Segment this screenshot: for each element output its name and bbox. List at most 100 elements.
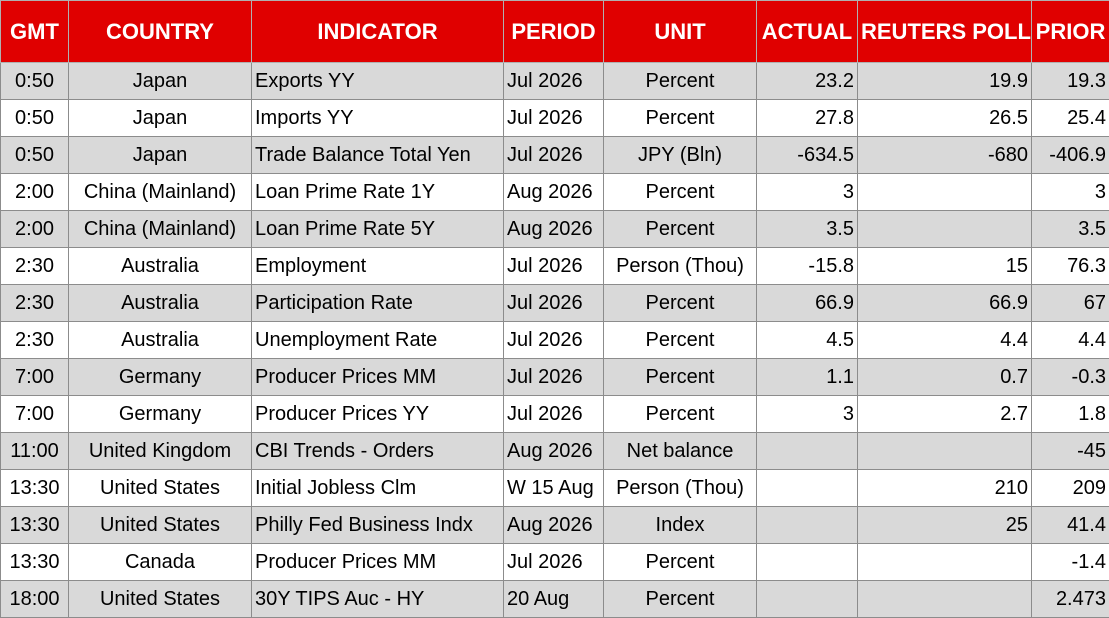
cell-unit: Percent <box>604 63 757 100</box>
cell-indicator: Initial Jobless Clm <box>252 470 504 507</box>
cell-period: Jul 2026 <box>504 100 604 137</box>
header-indicator: INDICATOR <box>252 1 504 63</box>
cell-actual: 23.2 <box>757 63 858 100</box>
cell-prior: 41.4 <box>1032 507 1109 544</box>
cell-country: Germany <box>69 359 252 396</box>
cell-unit: Percent <box>604 285 757 322</box>
cell-gmt: 0:50 <box>1 100 69 137</box>
cell-gmt: 2:30 <box>1 248 69 285</box>
table-row: 11:00 United Kingdom CBI Trends - Orders… <box>1 433 1109 470</box>
cell-gmt: 2:30 <box>1 322 69 359</box>
table-row: 18:00 United States 30Y TIPS Auc - HY 20… <box>1 581 1109 618</box>
table-row: 7:00 Germany Producer Prices YY Jul 2026… <box>1 396 1109 433</box>
cell-reuters-poll: 25 <box>858 507 1032 544</box>
table-body: 0:50 Japan Exports YY Jul 2026 Percent 2… <box>1 63 1109 618</box>
cell-country: Japan <box>69 63 252 100</box>
cell-gmt: 7:00 <box>1 396 69 433</box>
cell-prior: -0.3 <box>1032 359 1109 396</box>
cell-prior: -45 <box>1032 433 1109 470</box>
header-unit: UNIT <box>604 1 757 63</box>
cell-indicator: 30Y TIPS Auc - HY <box>252 581 504 618</box>
cell-country: Australia <box>69 285 252 322</box>
cell-country: Australia <box>69 248 252 285</box>
cell-actual <box>757 544 858 581</box>
cell-actual: -15.8 <box>757 248 858 285</box>
cell-prior: 1.8 <box>1032 396 1109 433</box>
cell-indicator: Loan Prime Rate 1Y <box>252 174 504 211</box>
cell-prior: 4.4 <box>1032 322 1109 359</box>
cell-indicator: Exports YY <box>252 63 504 100</box>
table-row: 0:50 Japan Imports YY Jul 2026 Percent 2… <box>1 100 1109 137</box>
cell-period: Jul 2026 <box>504 63 604 100</box>
header-country: COUNTRY <box>69 1 252 63</box>
cell-gmt: 13:30 <box>1 470 69 507</box>
cell-period: Aug 2026 <box>504 174 604 211</box>
cell-indicator: Trade Balance Total Yen <box>252 137 504 174</box>
header-reuters-poll: REUTERS POLL <box>858 1 1032 63</box>
cell-period: Jul 2026 <box>504 322 604 359</box>
cell-actual <box>757 581 858 618</box>
cell-indicator: Loan Prime Rate 5Y <box>252 211 504 248</box>
cell-unit: Net balance <box>604 433 757 470</box>
cell-unit: Percent <box>604 396 757 433</box>
cell-unit: Percent <box>604 322 757 359</box>
header-gmt: GMT <box>1 1 69 63</box>
cell-prior: 76.3 <box>1032 248 1109 285</box>
header-prior: PRIOR <box>1032 1 1109 63</box>
cell-country: China (Mainland) <box>69 211 252 248</box>
cell-actual: 3 <box>757 174 858 211</box>
table-row: 2:30 Australia Participation Rate Jul 20… <box>1 285 1109 322</box>
header-row: GMT COUNTRY INDICATOR PERIOD UNIT ACTUAL… <box>1 1 1109 63</box>
cell-period: Jul 2026 <box>504 137 604 174</box>
cell-reuters-poll <box>858 211 1032 248</box>
cell-gmt: 13:30 <box>1 544 69 581</box>
cell-unit: Index <box>604 507 757 544</box>
table-row: 13:30 Canada Producer Prices MM Jul 2026… <box>1 544 1109 581</box>
cell-reuters-poll: 66.9 <box>858 285 1032 322</box>
cell-indicator: Philly Fed Business Indx <box>252 507 504 544</box>
table-row: 2:00 China (Mainland) Loan Prime Rate 1Y… <box>1 174 1109 211</box>
table-row: 2:30 Australia Employment Jul 2026 Perso… <box>1 248 1109 285</box>
cell-prior: -1.4 <box>1032 544 1109 581</box>
cell-period: Aug 2026 <box>504 433 604 470</box>
cell-period: Jul 2026 <box>504 248 604 285</box>
cell-period: Aug 2026 <box>504 211 604 248</box>
cell-indicator: Unemployment Rate <box>252 322 504 359</box>
cell-country: China (Mainland) <box>69 174 252 211</box>
cell-period: 20 Aug <box>504 581 604 618</box>
cell-indicator: Employment <box>252 248 504 285</box>
cell-reuters-poll: 2.7 <box>858 396 1032 433</box>
cell-country: Australia <box>69 322 252 359</box>
cell-country: United States <box>69 470 252 507</box>
cell-gmt: 7:00 <box>1 359 69 396</box>
cell-indicator: Producer Prices MM <box>252 359 504 396</box>
cell-unit: Person (Thou) <box>604 248 757 285</box>
cell-indicator: Producer Prices MM <box>252 544 504 581</box>
cell-actual <box>757 470 858 507</box>
cell-indicator: Participation Rate <box>252 285 504 322</box>
cell-gmt: 11:00 <box>1 433 69 470</box>
cell-prior: 3.5 <box>1032 211 1109 248</box>
cell-country: United States <box>69 507 252 544</box>
cell-reuters-poll: 26.5 <box>858 100 1032 137</box>
cell-prior: 2.473 <box>1032 581 1109 618</box>
table-row: 7:00 Germany Producer Prices MM Jul 2026… <box>1 359 1109 396</box>
table-row: 2:30 Australia Unemployment Rate Jul 202… <box>1 322 1109 359</box>
cell-gmt: 18:00 <box>1 581 69 618</box>
cell-period: Jul 2026 <box>504 285 604 322</box>
cell-indicator: Imports YY <box>252 100 504 137</box>
cell-gmt: 13:30 <box>1 507 69 544</box>
cell-unit: Percent <box>604 100 757 137</box>
cell-gmt: 2:30 <box>1 285 69 322</box>
cell-period: Jul 2026 <box>504 544 604 581</box>
cell-reuters-poll <box>858 174 1032 211</box>
header-period: PERIOD <box>504 1 604 63</box>
cell-prior: -406.9 <box>1032 137 1109 174</box>
cell-reuters-poll: 15 <box>858 248 1032 285</box>
cell-actual: 3 <box>757 396 858 433</box>
cell-actual: -634.5 <box>757 137 858 174</box>
cell-gmt: 0:50 <box>1 63 69 100</box>
cell-country: Japan <box>69 100 252 137</box>
cell-reuters-poll: -680 <box>858 137 1032 174</box>
